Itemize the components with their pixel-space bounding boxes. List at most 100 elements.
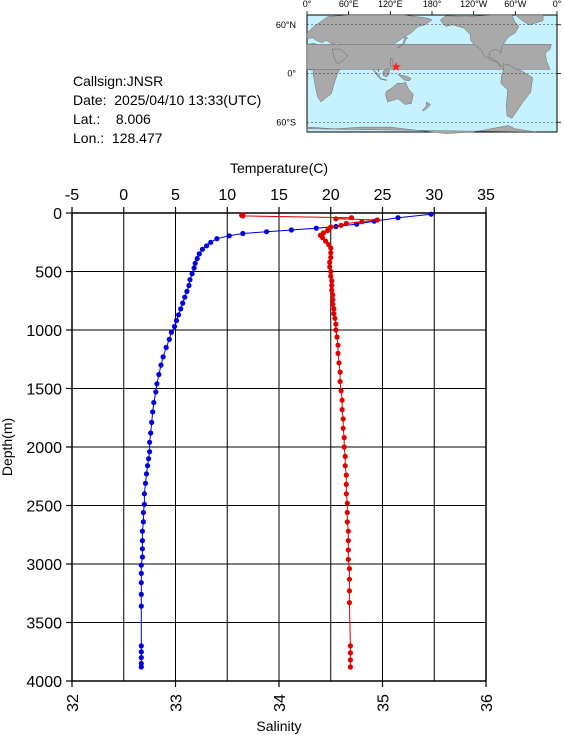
salinity-point (345, 528, 351, 534)
temperature-ticks: -5 0 5 10 15 20 25 30 35 (65, 187, 495, 213)
map-lon-label: 120°W (460, 0, 488, 9)
date-value: 2025/04/10 13:33(UTC) (114, 92, 262, 108)
series-layer (138, 211, 434, 670)
temperature-point (138, 570, 144, 577)
temperature-point (313, 225, 319, 231)
temperature-point (139, 528, 145, 534)
land-south-america (500, 63, 533, 119)
salinity-point (346, 600, 352, 606)
temperature-line (140, 213, 432, 667)
map-lat-labels: 60°N 0° 60°S (276, 20, 297, 128)
temperature-tick-label: -5 (65, 187, 79, 204)
temperature-tick-label: 20 (322, 187, 340, 204)
land-australia (385, 82, 414, 105)
land-sumatra (372, 69, 382, 79)
temperature-point (204, 243, 210, 249)
temperature-point (171, 323, 178, 330)
lat-label: Lat.: (73, 111, 101, 127)
salinity-tick-label: 32 (65, 694, 82, 712)
date-label: Date: (73, 92, 107, 108)
temperature-point (150, 409, 156, 415)
temperature-point (180, 300, 186, 306)
salinity-point (327, 259, 333, 265)
salinity-point (240, 213, 246, 219)
station-marker (391, 62, 401, 71)
salinity-point (327, 264, 333, 270)
salinity-point (332, 315, 338, 321)
salinity-point (339, 407, 345, 413)
temperature-point (138, 649, 144, 655)
temperature-point (153, 389, 159, 395)
salinity-point (344, 519, 350, 525)
salinity-axis-title: Salinity (256, 718, 301, 734)
map-lon-label: 60°W (504, 0, 527, 9)
temperature-point (184, 288, 190, 294)
salinity-point (341, 444, 347, 450)
salinity-point (337, 378, 343, 385)
salinity-point (333, 321, 339, 327)
salinity-point (343, 472, 349, 478)
map-lat-label: 60°S (276, 117, 296, 127)
lat-line: Lat.: 8.006 (73, 110, 261, 129)
temperature-point (199, 246, 205, 252)
temperature-point (147, 439, 153, 445)
salinity-point (342, 463, 348, 469)
lon-line: Lon.: 128.477 (73, 129, 261, 148)
temperature-point (151, 399, 157, 406)
temperature-tick-label: 10 (218, 187, 236, 204)
salinity-point (333, 216, 339, 222)
map-lat-label: 60°N (276, 20, 296, 30)
salinity-point (330, 301, 336, 307)
depth-tick-label: 3000 (26, 557, 62, 574)
salinity-point (346, 588, 352, 594)
depth-ticks: 0 500 1000 1500 2000 2500 3000 3500 4000 (26, 206, 72, 691)
land-eurasia (306, 14, 433, 73)
temperature-point (191, 265, 197, 271)
land-japan (397, 36, 409, 49)
salinity-point (335, 350, 341, 356)
temperature-point (154, 381, 160, 387)
chart-grid (71, 212, 487, 682)
salinity-point (343, 481, 349, 487)
temperature-point (148, 430, 154, 436)
depth-tick-label: 2000 (26, 440, 62, 457)
temperature-point (208, 239, 214, 245)
temperature-series (138, 211, 434, 670)
salinity-point (374, 217, 380, 223)
temperature-axis-title: Temperature(C) (230, 160, 328, 176)
salinity-point (329, 278, 335, 284)
temperature-point (147, 449, 153, 455)
temperature-point (163, 344, 169, 351)
temperature-point (140, 509, 146, 516)
salinity-point (338, 388, 344, 394)
map-land (306, 14, 552, 134)
salinity-point (336, 360, 342, 366)
salinity-point (323, 238, 329, 244)
land-north-america (440, 14, 520, 68)
station-star-icon (391, 62, 401, 71)
map-lon-label: 180° (423, 0, 442, 9)
salinity-series (239, 212, 380, 670)
temperature-point (138, 643, 144, 649)
temperature-point (160, 354, 166, 360)
temperature-point (395, 215, 401, 221)
salinity-tick-label: 34 (272, 694, 289, 712)
salinity-point (328, 268, 334, 275)
salinity-point (319, 235, 326, 241)
temperature-point (166, 336, 172, 342)
salinity-point (342, 453, 348, 459)
temperature-point (139, 554, 145, 560)
salinity-tick-label: 35 (376, 694, 393, 712)
salinity-point (340, 416, 346, 422)
salinity-point (328, 273, 334, 279)
temperature-point (138, 655, 144, 661)
temperature-point (176, 312, 182, 318)
salinity-point (340, 425, 346, 431)
temperature-point (156, 371, 162, 378)
temperature-point (182, 294, 188, 300)
temperature-point (187, 277, 193, 283)
temperature-point (142, 480, 149, 486)
salinity-point (331, 311, 337, 317)
map-lon-label: 0° (303, 0, 312, 9)
